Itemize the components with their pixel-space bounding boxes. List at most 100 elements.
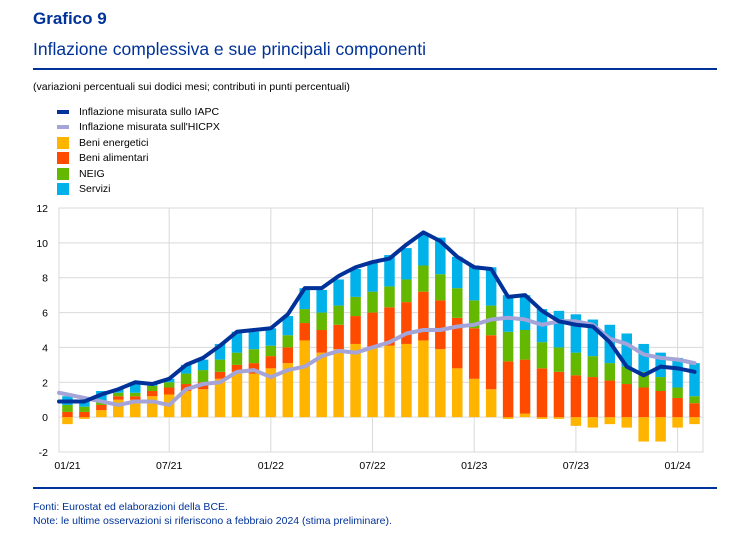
bar-segment-neig [519,330,531,360]
bar-segment-beni-alimentari [638,387,649,418]
legend-item-services: Servizi [57,182,220,198]
bar-segment-beni-energetici [214,378,226,418]
bar-segment-neig [367,291,378,313]
bar-segment-neig [621,366,632,385]
y-tick-label: 0 [42,412,48,424]
bar-segment-beni-alimentari [146,391,158,397]
bar-segment-beni-alimentari [553,371,565,418]
bar-segment-beni-alimentari [299,323,310,341]
bar-segment-beni-energetici [130,399,141,418]
bar-segment-servizi [214,343,226,360]
legend-label-food: Beni alimentari [79,152,149,165]
footnotes: Fonti: Eurostat ed elaborazioni della BC… [33,500,392,528]
bar-segment-servizi [248,331,260,350]
bar-segment-beni-energetici [587,417,599,428]
bar-segment-beni-energetici [604,417,616,425]
bar-segment-servizi [485,267,497,306]
bar-segment-neig [146,385,158,391]
bar-segment-beni-energetici [621,417,632,428]
bar-segment-neig [384,286,395,308]
bar-segment-servizi [638,343,649,372]
bar-segment-beni-energetici [502,417,514,419]
bar-segment-beni-energetici [570,417,582,426]
x-axis-ticks: 01/21 07/21 01/22 07/22 01/23 07/23 01/24 [54,460,691,472]
bar-segment-beni-alimentari [130,396,141,400]
bar-segment-beni-energetici [113,399,124,418]
bar-segment-neig [468,300,480,329]
bar-segment-neig [299,309,310,324]
bar-segment-beni-alimentari [113,396,124,400]
bar-segment-neig [130,392,141,397]
bar-segment-servizi [502,295,514,332]
bar-segment-beni-alimentari [163,387,175,395]
bar-segment-servizi [299,288,310,310]
bar-segment-beni-alimentari [282,347,294,364]
legend-swatch-food [57,152,69,165]
x-tick-label: 07/21 [156,460,182,472]
bar-segment-neig [282,335,294,348]
bar-segment-beni-energetici [180,391,192,418]
bar-segment-neig [113,392,124,397]
bar-segment-neig [435,274,446,301]
header-divider [33,68,717,70]
bar-segment-beni-energetici [689,417,700,425]
bar-segment-beni-energetici [367,347,378,418]
bar-segment-beni-energetici [401,343,412,418]
bar-segment-beni-alimentari [214,371,226,379]
y-tick-label: 6 [42,308,48,320]
bar-segment-neig [197,370,209,383]
bar-segment-beni-alimentari [452,317,463,369]
bar-segment-beni-energetici [384,345,395,418]
bar-segment-servizi [672,357,683,388]
legend-swatch-services [57,183,69,196]
series-lines [57,230,697,407]
bar-segment-beni-energetici [519,413,531,418]
bar-segment-neig [553,347,565,372]
y-axis-ticks: -2 0 2 4 6 8 10 12 [36,203,48,459]
bar-segment-servizi [468,265,480,301]
bar-segment-neig [655,377,666,391]
bar-segment-beni-alimentari [265,356,277,369]
x-tick-label: 01/23 [461,460,487,472]
legend-label-services: Servizi [79,183,111,196]
bar-segment-beni-energetici [452,368,463,418]
legend-item-iapc: Inflazione misurata sullo IAPC [57,104,220,120]
bar-segment-neig [316,312,327,330]
x-tick-label: 01/22 [258,460,284,472]
bar-segment-beni-alimentari [350,316,361,344]
bar-segment-servizi [689,363,700,397]
bar-segment-beni-energetici [316,352,327,418]
bar-segment-neig [672,387,683,398]
bar-segment-beni-energetici [96,410,107,418]
line-inflazione-misurata-sullo-iapc [57,230,697,404]
bar-segment-beni-energetici [333,349,344,418]
bar-segment-servizi [621,333,632,367]
bar-segment-beni-alimentari [96,404,107,411]
legend-item-food: Beni alimentari [57,151,220,167]
bar-segment-beni-energetici [146,396,158,418]
bar-segment-beni-energetici [655,417,666,442]
bar-segment-beni-alimentari [587,377,599,418]
footer-divider [33,487,717,489]
bar-segment-beni-energetici [197,389,209,418]
bar-segment-neig [180,373,192,385]
bar-segment-neig [401,279,412,303]
bar-segment-beni-alimentari [519,359,531,414]
bar-segment-beni-alimentari [468,328,480,379]
bar-segment-beni-energetici [485,389,497,418]
bar-segment-beni-alimentari [570,375,582,418]
bar-segment-beni-alimentari [689,403,700,418]
bar-segment-beni-energetici [231,371,243,418]
sources-note: Fonti: Eurostat ed elaborazioni della BC… [33,501,228,513]
bar-segment-servizi [282,316,294,336]
bar-segment-beni-alimentari [655,391,666,418]
bar-segment-beni-energetici [435,349,446,418]
x-tick-label: 01/21 [54,460,80,472]
bar-segment-neig [638,371,649,388]
legend-label-hicpx: Inflazione misurata sull'HICPX [79,121,220,134]
bar-segment-neig [587,356,599,378]
bar-segment-beni-alimentari [401,302,412,344]
bar-segment-beni-energetici [62,417,73,425]
bar-segment-servizi [316,289,327,313]
